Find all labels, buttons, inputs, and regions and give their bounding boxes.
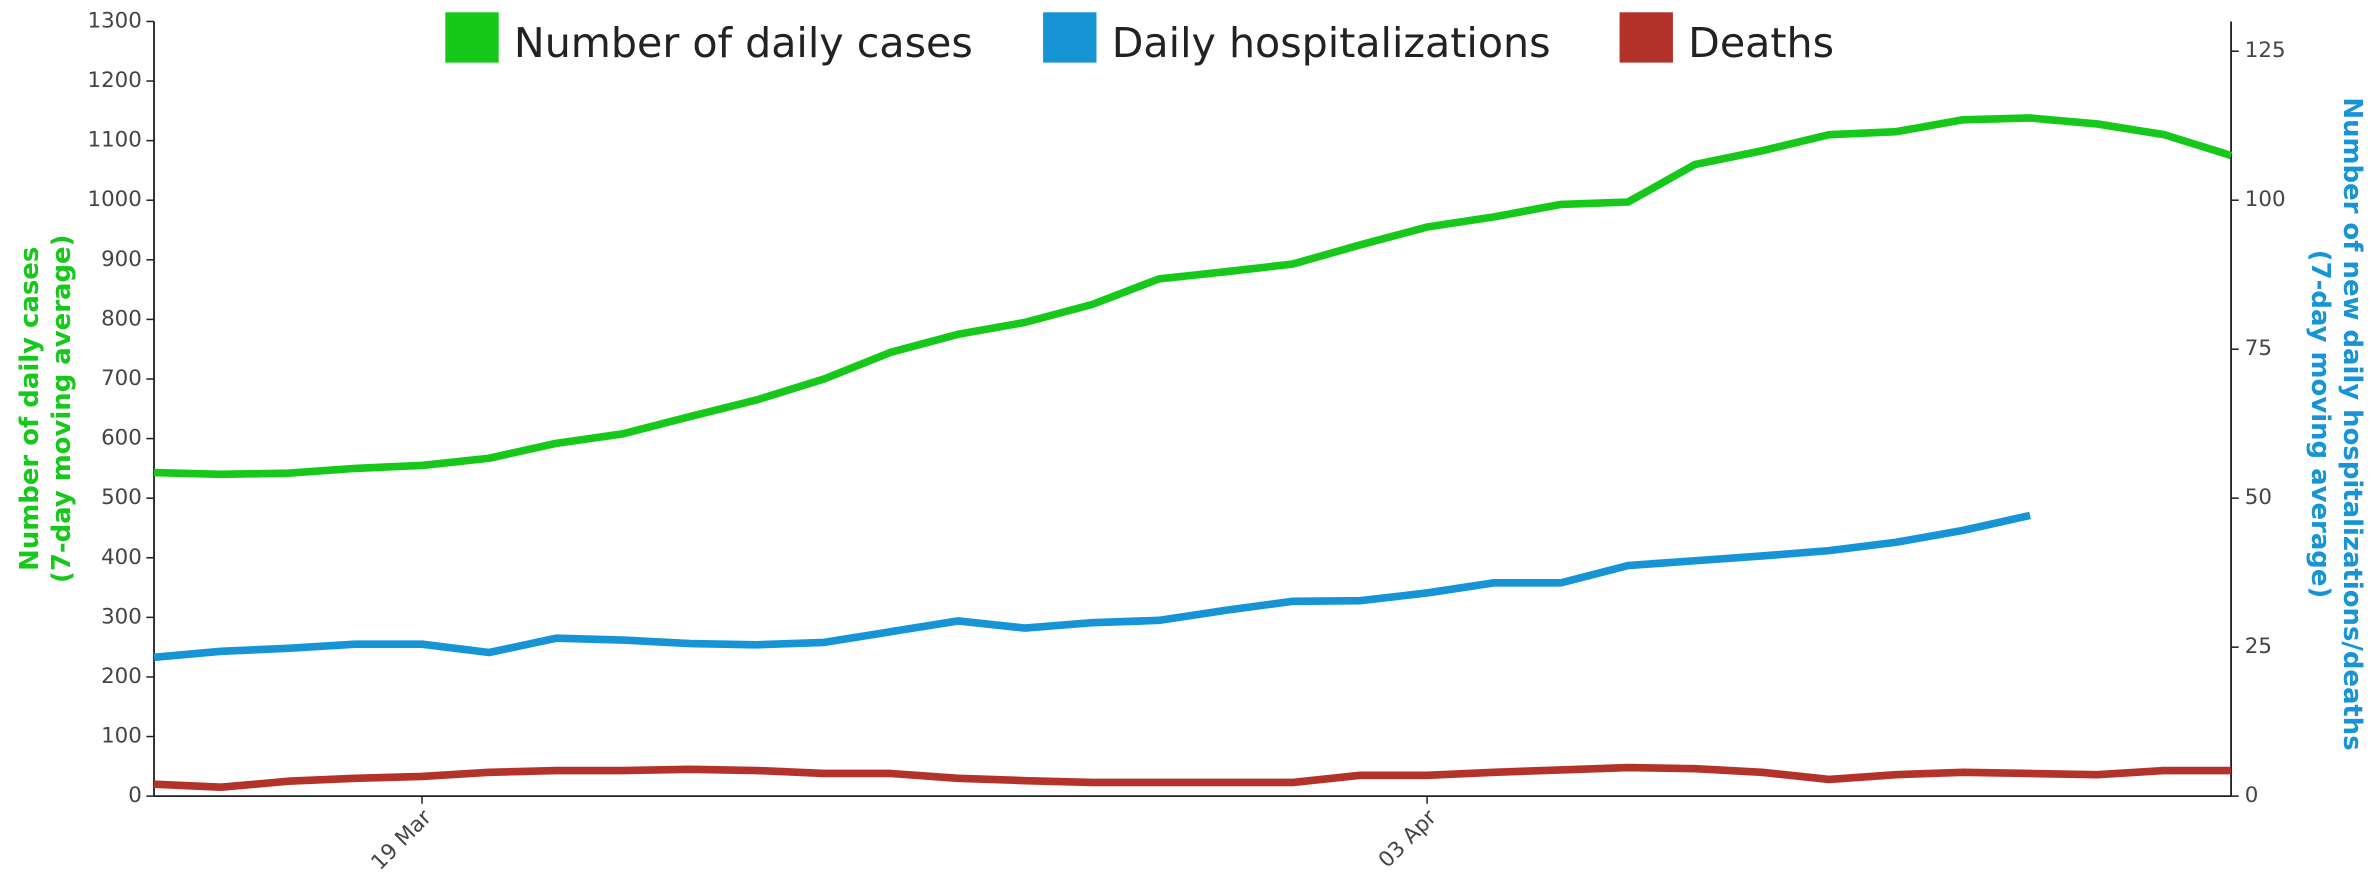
- legend-swatch: [445, 12, 499, 63]
- x-tick-label: 03 Apr: [1374, 805, 1442, 873]
- y-tick-label: 1000: [87, 187, 141, 212]
- y2-tick-label: 125: [2245, 38, 2286, 63]
- legend-label: Number of daily cases: [514, 19, 973, 67]
- y-axis-label: Number of daily cases: [15, 247, 45, 571]
- y2-tick-label: 50: [2245, 485, 2272, 510]
- y2-axis-label: Number of new daily hospitalizations/dea…: [2337, 97, 2367, 750]
- y-tick-label: 300: [101, 604, 142, 629]
- series-line: [153, 511, 2031, 662]
- y-tick-label: 600: [101, 426, 142, 451]
- y2-tick-label: 75: [2245, 336, 2272, 361]
- y-tick-label: 1200: [87, 68, 141, 93]
- y-tick-label: 500: [101, 485, 142, 510]
- y-tick-label: 100: [101, 724, 142, 749]
- y-tick-label: 700: [101, 366, 142, 391]
- x-tick-label: 19 Mar: [366, 805, 436, 874]
- y2-tick-label: 0: [2245, 783, 2259, 808]
- y-tick-label: 400: [101, 545, 142, 570]
- series-line: [153, 763, 2232, 792]
- y-tick-label: 900: [101, 247, 142, 272]
- y-tick-label: 1100: [87, 128, 141, 153]
- y-tick-label: 0: [128, 783, 142, 808]
- legend-swatch: [1043, 12, 1097, 63]
- legend-label: Deaths: [1688, 19, 1834, 67]
- y-tick-label: 800: [101, 306, 142, 331]
- y-tick-label: 1300: [87, 8, 141, 33]
- y2-axis-label: (7-day moving average): [2305, 250, 2335, 598]
- legend-swatch: [1619, 12, 1673, 63]
- y-axis-label: (7-day moving average): [47, 235, 77, 583]
- y-tick-label: 200: [101, 664, 142, 689]
- series-line: [153, 114, 2233, 479]
- legend-label: Daily hospitalizations: [1112, 19, 1551, 67]
- y2-tick-label: 100: [2245, 187, 2286, 212]
- y2-tick-label: 25: [2245, 634, 2272, 659]
